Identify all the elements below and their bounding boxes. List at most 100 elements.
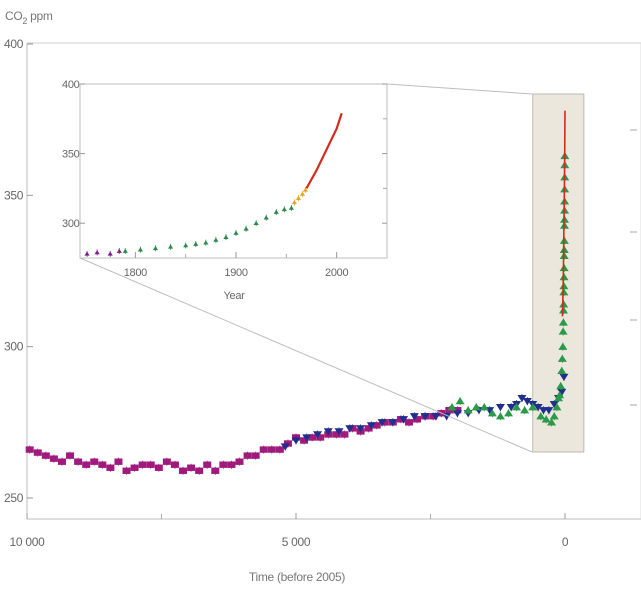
data-point [409,413,419,421]
data-point [323,428,333,436]
data-point [549,412,559,420]
data-point [211,467,220,474]
data-point [429,413,438,420]
data-point [463,406,473,414]
data-point [404,419,413,426]
inset-data-point [152,245,159,251]
data-point [471,403,481,411]
inset-data-point [137,247,143,252]
inset-data-point [167,244,174,249]
inset-y-tick-label: 350 [62,149,80,161]
data-point [555,391,565,399]
data-point [82,461,91,468]
data-point [552,403,562,411]
data-point [106,464,115,471]
data-point [300,437,309,444]
data-point [302,434,312,442]
data-point [227,461,236,468]
y-axis-title: CO2 ppm [5,9,53,26]
inset-data-point [299,191,306,196]
data-point [377,419,387,427]
data-point [399,416,409,424]
data-point [340,431,349,438]
inset-data-point [302,187,309,192]
data-point [506,404,516,412]
inset-data-point [288,205,294,210]
data-point [495,404,505,412]
data-point [366,422,376,430]
data-point [495,412,505,420]
data-point [558,342,568,350]
data-point [558,306,568,314]
main-y-title: CO2 ppm [5,9,53,26]
inset-y-tick-label: 300 [62,218,80,230]
data-point [275,446,284,453]
data-point [57,458,66,465]
x-tick-label: 0 [562,535,569,549]
data-point [33,449,42,456]
data-point [114,458,123,465]
data-point [559,373,569,381]
data-point [49,455,58,462]
inset-series-line [305,112,343,189]
data-point [522,397,532,406]
data-point [187,464,196,471]
connector-upper [386,83,533,95]
inset-data-point [183,243,189,248]
inset-x-axis-title: Year [223,290,245,302]
data-point [517,394,527,403]
main-ticks: 250 300 350 400 10 000 5 000 0 [4,37,569,549]
main-axes [26,42,641,520]
data-point [556,381,566,390]
data-point [479,403,489,411]
x-tick-label: 5 000 [282,535,311,549]
data-point [549,401,559,409]
y-tick-label: 400 [4,37,24,51]
inset-series-1 [122,204,294,255]
data-point [431,413,441,421]
zoom-band [532,93,585,453]
inset-x-tick-label: 1800 [124,267,147,279]
data-point [557,366,567,375]
data-point [345,425,355,433]
inset-ticks: 300 350 400 1800 1900 2000 [62,79,387,279]
data-point [313,431,323,439]
data-point [504,409,514,417]
series-line [561,110,566,317]
data-point [259,446,268,453]
inset-data-point [243,226,249,231]
inset-x-tick-label: 1900 [224,267,247,279]
data-point [267,446,276,453]
y-tick-label: 350 [4,188,24,202]
data-point [559,300,569,308]
data-point [380,419,389,426]
data-point [334,428,344,436]
data-point [541,415,551,423]
data-point [356,425,366,433]
data-point [547,418,557,426]
inset-data-point [107,251,113,256]
inset-data-point [116,248,122,253]
data-point [162,458,171,465]
inset-data-point [213,237,219,242]
inset-data-point [233,230,239,235]
x-tick-label: 10 000 [10,535,46,549]
data-point [130,464,139,471]
zoom-connectors [79,83,533,453]
y-tick-label: 300 [4,340,24,354]
data-point [558,327,568,335]
inset-series-2 [291,186,309,206]
data-point [316,434,325,441]
inset-data-point [94,250,100,255]
data-point [332,431,341,438]
data-point [544,407,554,415]
data-point [348,425,357,432]
data-point [447,403,457,411]
inset-data-point [295,195,302,200]
data-point [413,416,422,423]
data-point [388,419,398,427]
inset-data-point [273,209,279,214]
data-point [219,461,228,468]
data-point [90,458,99,465]
